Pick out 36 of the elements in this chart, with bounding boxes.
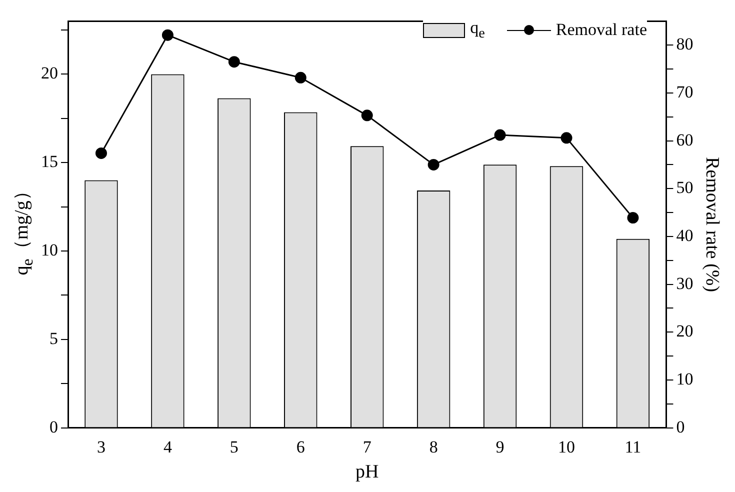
y2-axis-title: Removal rate (%)	[702, 156, 723, 292]
point	[560, 132, 572, 144]
point	[494, 129, 506, 141]
y2-tick-label: 80	[676, 34, 694, 54]
y-tick-label: 0	[50, 417, 58, 436]
point	[627, 212, 639, 224]
x-tick-label: 8	[429, 437, 438, 456]
y-tick-label: 15	[41, 152, 58, 172]
y-tick-label: 20	[41, 64, 58, 83]
point	[361, 110, 373, 122]
legend-label: Removal rate	[556, 20, 647, 40]
x-tick-label: 11	[624, 437, 642, 456]
x-tick-label: 3	[96, 437, 106, 456]
y2-tick-label: 50	[676, 178, 694, 198]
point	[294, 72, 306, 84]
y2-tick-label: 10	[676, 369, 694, 388]
x-tick-label: 9	[496, 437, 504, 456]
y2-tick-label: 20	[676, 322, 694, 341]
x-tick-label: 7	[362, 437, 372, 456]
y2-tick-label: 60	[676, 130, 694, 150]
x-axis-title: pH	[355, 462, 379, 483]
x-tick-label: 10	[558, 437, 575, 456]
x-tick-label: 5	[230, 437, 238, 456]
x-tick-label: 4	[163, 437, 172, 456]
x-tick-label: 6	[296, 437, 305, 456]
y2-tick-label: 40	[676, 226, 694, 245]
y2-tick-label: 70	[676, 82, 694, 102]
point	[95, 147, 107, 159]
point	[428, 158, 440, 170]
point	[162, 29, 174, 41]
point	[228, 56, 240, 68]
y-tick-label: 5	[50, 328, 58, 348]
y2-tick-label: 30	[676, 274, 694, 293]
y2-tick-label: 0	[676, 417, 685, 436]
legend-label: q$_{e}$	[470, 18, 485, 42]
y-tick-label: 10	[41, 240, 58, 260]
